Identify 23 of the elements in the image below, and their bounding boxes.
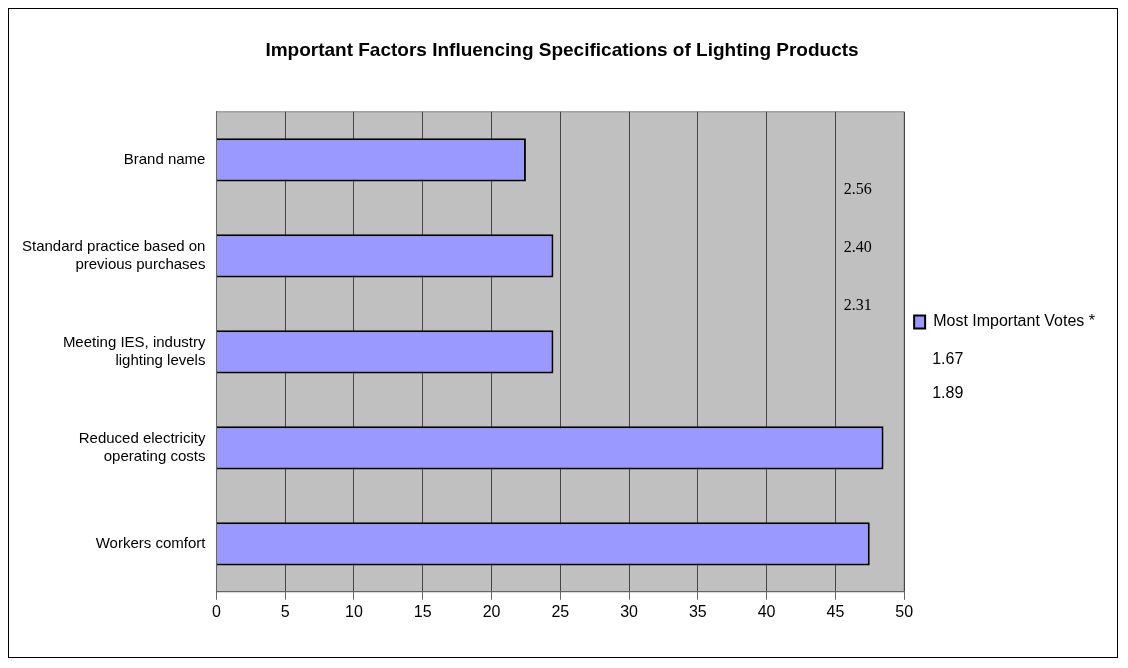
y-tick-label: Brand name <box>123 149 206 167</box>
x-tick-label: 0 <box>212 602 221 620</box>
text: 1.89 <box>932 384 964 402</box>
x-tick-label: 35 <box>688 602 707 620</box>
x-tick-label: 45 <box>826 602 845 620</box>
annotation: 2.31 <box>843 296 872 313</box>
annotation: 2.56 <box>843 180 872 197</box>
x-tick-label: 40 <box>757 602 776 620</box>
x-tick-label: 10 <box>345 602 363 620</box>
x-tick-label: 20 <box>482 602 501 620</box>
x-tick-label: 15 <box>413 602 432 620</box>
y-tick-label: Standard practice based on previous purchases <box>21 236 206 272</box>
y-tick-label: Workers comfort <box>95 533 207 551</box>
x-tick-label: 50 <box>895 602 914 620</box>
chart-title: Important Factors Influencing Specifications of Lighting Products <box>265 38 859 60</box>
x-tick-label: 25 <box>551 602 570 620</box>
x-tick-label: 5 <box>280 602 290 620</box>
legend-label: Most Important Votes * <box>933 312 1096 330</box>
y-tick-label: Reduced electricity operating costs <box>78 428 206 464</box>
text: 1.67 <box>932 350 964 368</box>
x-tick-label: 30 <box>620 602 639 620</box>
annotation: 2.40 <box>843 238 872 255</box>
y-tick-label: Meeting IES, industry lighting levels <box>62 332 206 368</box>
